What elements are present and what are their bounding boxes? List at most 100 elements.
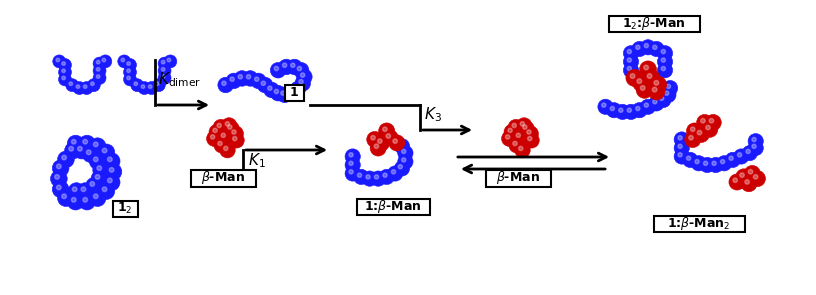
Circle shape [712,161,716,165]
Circle shape [278,59,294,75]
Circle shape [686,156,690,160]
Circle shape [353,169,369,185]
Circle shape [512,123,517,128]
Circle shape [297,66,302,71]
Circle shape [59,58,72,71]
Text: $\mathbf{1}$:$\beta$-Man$_2$: $\mathbf{1}$:$\beta$-Man$_2$ [667,215,730,232]
Circle shape [383,127,387,132]
Circle shape [221,118,237,133]
Circle shape [255,77,259,81]
Circle shape [58,190,74,206]
Circle shape [234,71,250,86]
Circle shape [217,123,221,128]
Circle shape [134,82,138,86]
Circle shape [623,54,639,69]
Circle shape [281,91,285,95]
Circle shape [748,134,763,149]
Circle shape [56,58,60,62]
Circle shape [72,197,76,202]
Circle shape [663,81,678,96]
FancyBboxPatch shape [357,199,429,214]
Circle shape [293,63,309,78]
Circle shape [512,129,528,145]
Circle shape [277,87,292,103]
FancyBboxPatch shape [285,84,304,101]
Circle shape [93,194,98,199]
Circle shape [504,124,520,140]
Circle shape [138,81,151,94]
Circle shape [167,58,171,62]
Circle shape [93,142,98,147]
Circle shape [370,140,386,156]
Circle shape [52,181,69,198]
Circle shape [206,131,222,146]
Circle shape [153,79,166,92]
Circle shape [246,75,251,79]
Circle shape [274,66,278,71]
Circle shape [641,40,655,55]
Circle shape [661,50,666,54]
Circle shape [397,154,413,169]
Circle shape [748,169,753,174]
Circle shape [674,140,690,156]
Circle shape [62,62,65,65]
Circle shape [51,171,67,187]
Circle shape [389,135,405,151]
Circle shape [527,130,531,134]
Text: $\mathbf{1}$: $\mathbf{1}$ [289,86,299,99]
Circle shape [375,144,379,148]
Circle shape [655,92,671,108]
Circle shape [89,153,106,170]
Circle shape [270,86,286,101]
Circle shape [661,58,666,62]
Circle shape [640,61,657,78]
Circle shape [398,165,402,169]
Circle shape [118,55,131,68]
Text: $\mathbf{1}_2$: $\mathbf{1}_2$ [118,201,133,216]
Circle shape [62,194,66,199]
Circle shape [623,63,639,78]
Circle shape [149,85,152,88]
Circle shape [95,175,100,179]
Circle shape [270,63,286,78]
Circle shape [345,157,361,173]
Text: $\mathit{K}_{1}$: $\mathit{K}_{1}$ [248,152,266,170]
Circle shape [523,126,539,142]
Circle shape [69,146,73,151]
Circle shape [370,135,375,140]
Circle shape [667,84,671,88]
FancyBboxPatch shape [113,201,138,217]
Circle shape [658,54,672,69]
Circle shape [233,136,237,141]
Circle shape [345,149,361,164]
Circle shape [105,163,122,180]
Circle shape [295,76,311,91]
Circle shape [53,55,66,68]
Circle shape [80,81,93,94]
Circle shape [226,73,242,89]
Circle shape [702,121,718,137]
Circle shape [509,137,525,153]
Circle shape [102,187,107,191]
Circle shape [392,139,397,143]
Circle shape [158,57,171,70]
Circle shape [652,87,657,92]
Circle shape [742,145,757,161]
Circle shape [232,130,236,134]
Circle shape [98,144,115,161]
Circle shape [123,66,136,79]
Circle shape [630,74,635,78]
Circle shape [83,85,87,88]
Circle shape [716,156,732,171]
Circle shape [123,73,136,86]
FancyBboxPatch shape [190,170,255,186]
Circle shape [264,82,279,98]
Circle shape [366,132,383,148]
Circle shape [691,156,707,171]
Circle shape [644,103,649,107]
Circle shape [131,79,144,92]
Circle shape [283,86,299,101]
Circle shape [67,135,84,152]
Text: $\mathit{K}_{3}$: $\mathit{K}_{3}$ [424,106,442,124]
Circle shape [643,69,660,86]
